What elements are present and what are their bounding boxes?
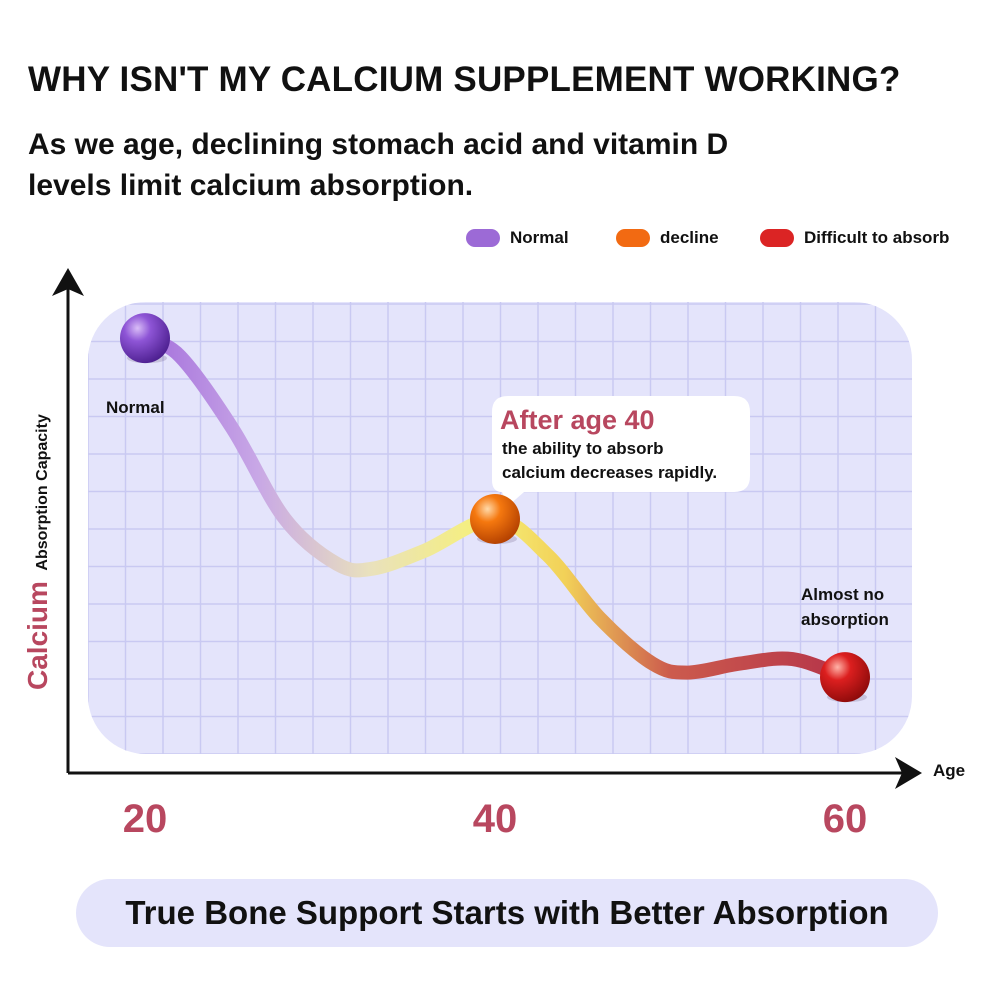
y-axis-label-accent: Calcium [22,581,53,690]
callout-title: After age 40 [500,405,655,435]
page-subtitle: As we age, declining stomach acid and vi… [28,124,828,206]
data-points [120,313,870,703]
callout-bubble: After age 40 the ability to absorb calci… [492,396,750,506]
legend-label-decline: decline [660,228,719,247]
callout-line-2: calcium decreases rapidly. [502,463,717,482]
point-label-almost-no-2: absorption [801,610,889,629]
legend-swatch-decline [616,229,650,247]
page-title: WHY ISN'T MY CALCIUM SUPPLEMENT WORKING? [28,60,901,99]
x-axis-arrow-icon [895,757,922,789]
x-tick-label-40: 40 [473,797,518,841]
x-tick-label-20: 20 [123,797,168,841]
chart-legend: Normal decline Difficult to absorb [0,228,1000,254]
legend-item-normal: Normal [466,228,569,248]
absorption-chart: Calcium Absorption Capacity Age 20 40 60 A… [22,268,965,841]
callout-box [492,396,750,506]
y-axis-label-text: Absorption Capacity [34,414,51,571]
footer-text: True Bone Support Starts with Better Abs… [125,894,889,931]
footer-banner: True Bone Support Starts with Better Abs… [76,879,938,947]
legend-label-difficult: Difficult to absorb [804,228,950,247]
point-decline [470,493,520,544]
point-label-almost-no-1: Almost no [801,585,884,604]
legend-item-decline: decline [616,228,719,248]
y-axis-label: Calcium Absorption Capacity [22,414,53,690]
legend-swatch-normal [466,229,500,247]
subtitle-line-2: levels limit calcium absorption. [28,169,474,202]
point-normal [120,313,170,364]
legend-swatch-difficult [760,229,794,247]
legend-item-difficult: Difficult to absorb [760,228,949,248]
x-axis-label: Age [933,761,965,780]
point-difficult [820,652,870,703]
legend-label-normal: Normal [510,228,569,247]
callout-line-1: the ability to absorb [502,439,664,458]
svg-text:Calcium Absorption Capac: Calcium Absorption Capacity [22,414,53,690]
x-tick-label-60: 60 [823,797,868,841]
y-axis-arrow-icon [52,268,84,296]
point-label-normal: Normal [106,398,165,417]
x-axis-ticks: 20 40 60 [123,797,868,841]
subtitle-line-1: As we age, declining stomach acid and vi… [28,128,729,161]
